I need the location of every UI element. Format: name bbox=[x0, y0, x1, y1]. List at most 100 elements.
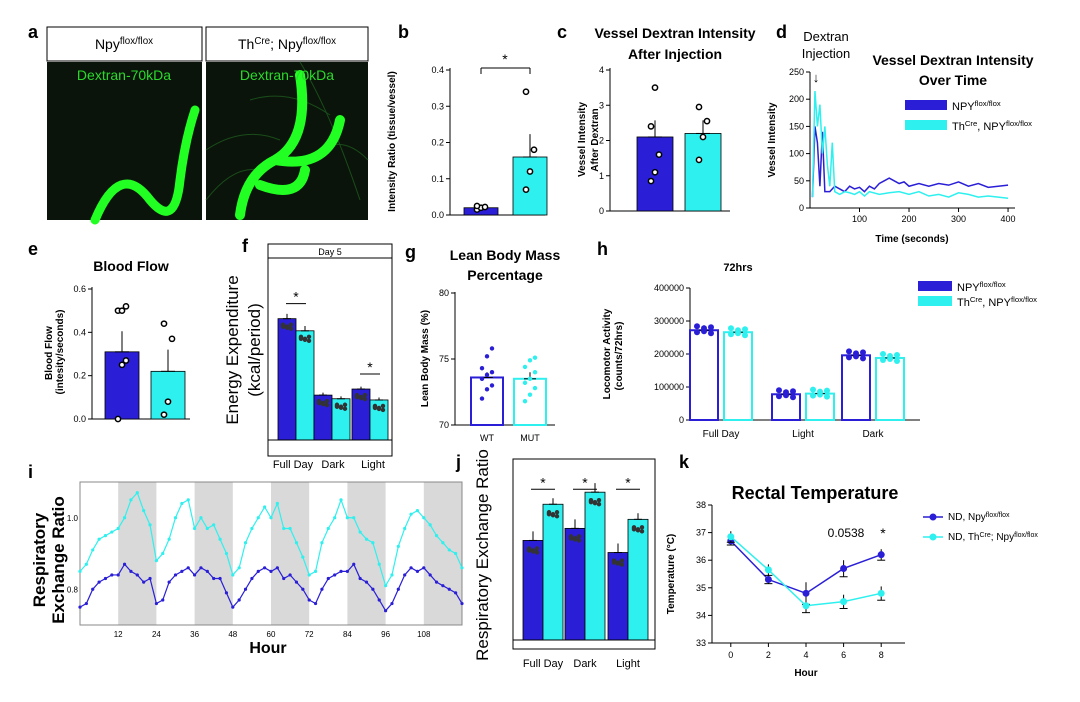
point-i bbox=[97, 537, 101, 541]
panel-g-ylabel: Lean Body Mass (%) bbox=[420, 310, 431, 407]
point-k bbox=[877, 589, 885, 597]
xcat-h: Light bbox=[792, 429, 814, 440]
point-i bbox=[454, 591, 458, 595]
panel-letter-h: h bbox=[597, 239, 608, 259]
panel-letter-k: k bbox=[679, 452, 690, 472]
point-h bbox=[694, 323, 700, 330]
point-g bbox=[522, 380, 528, 385]
point-i bbox=[396, 587, 400, 591]
superscript: flox/flox bbox=[1006, 119, 1032, 128]
superscript: Cre bbox=[254, 36, 270, 47]
point-e bbox=[114, 415, 122, 423]
point-c bbox=[651, 168, 659, 176]
point-i bbox=[313, 601, 318, 606]
point-i bbox=[154, 601, 158, 606]
point-i bbox=[129, 569, 133, 573]
point-f bbox=[362, 392, 368, 398]
point-i bbox=[326, 576, 330, 581]
ylabel-f-1: Energy Expenditure bbox=[223, 275, 242, 424]
point-i bbox=[352, 516, 356, 520]
point-i bbox=[415, 569, 420, 573]
xcat-f: Dark bbox=[321, 459, 345, 471]
point-f bbox=[320, 401, 326, 407]
point-i bbox=[129, 498, 133, 502]
point-i bbox=[78, 605, 82, 609]
point-h bbox=[810, 392, 816, 399]
x-tick-label: 300 bbox=[951, 214, 966, 224]
x-tick-label: 2 bbox=[766, 650, 771, 660]
xlabel-d: Time (seconds) bbox=[875, 234, 948, 245]
image-text-left: Dextran-70kDa bbox=[77, 67, 171, 83]
point-i bbox=[301, 587, 305, 591]
point-k bbox=[840, 564, 848, 572]
point-b bbox=[530, 146, 538, 154]
frame-i bbox=[79, 481, 463, 626]
label-box-right bbox=[205, 26, 369, 62]
x-tick-label: 108 bbox=[417, 630, 431, 639]
annotation-k: 0.0538 bbox=[828, 526, 865, 540]
point-h bbox=[880, 356, 886, 363]
y-tick-label: 3 bbox=[599, 100, 604, 110]
text-span: NPY bbox=[957, 282, 980, 294]
legend-label-d-0: NPYflox/flox bbox=[952, 99, 1001, 114]
point-i bbox=[91, 548, 95, 552]
point-h bbox=[790, 394, 796, 401]
point-e bbox=[160, 411, 168, 419]
bar-h bbox=[689, 329, 719, 421]
point-j bbox=[576, 538, 582, 543]
point-i bbox=[415, 509, 420, 513]
point-i bbox=[339, 569, 343, 573]
cell-outline bbox=[299, 61, 361, 201]
point-k bbox=[802, 589, 810, 597]
point-i bbox=[180, 569, 184, 573]
text-span: ND, Npy bbox=[948, 512, 986, 523]
sig-star-f: * bbox=[293, 289, 299, 305]
superscript: flox/flox bbox=[980, 280, 1006, 289]
y-tick-label: 33 bbox=[696, 638, 706, 648]
point-j bbox=[546, 512, 552, 517]
bar-g-1 bbox=[513, 377, 547, 426]
genotype-label-right: ThCre; Npyflox/flox bbox=[238, 36, 336, 53]
dark-phase-shade bbox=[118, 482, 157, 625]
sig-star-j: * bbox=[540, 474, 546, 490]
point-i bbox=[180, 501, 184, 506]
point-h bbox=[817, 388, 823, 395]
x-tick-label: 48 bbox=[228, 630, 237, 639]
point-f bbox=[380, 407, 386, 413]
bar-h bbox=[841, 354, 871, 422]
point-i bbox=[263, 505, 267, 509]
point-i bbox=[460, 566, 464, 570]
panel-letter-d: d bbox=[776, 22, 787, 42]
bar-b-1 bbox=[512, 156, 548, 216]
point-i bbox=[231, 605, 235, 609]
point-i bbox=[345, 516, 349, 520]
point-i bbox=[282, 576, 286, 581]
point-g bbox=[489, 370, 495, 375]
point-k bbox=[764, 566, 772, 574]
ylabel-h-2: (counts/72hrs) bbox=[614, 322, 625, 391]
title-g-2: Percentage bbox=[467, 267, 543, 283]
ylabel-i-2: Exchange Ratio bbox=[49, 496, 68, 624]
point-g bbox=[484, 354, 490, 359]
point-i bbox=[148, 576, 152, 581]
point-f bbox=[324, 398, 330, 404]
text-span: Th bbox=[957, 297, 970, 309]
point-c bbox=[651, 84, 659, 91]
bar-g-0 bbox=[470, 376, 504, 427]
bar-j bbox=[522, 540, 544, 641]
legend-swatch bbox=[905, 100, 947, 110]
point-i bbox=[154, 559, 158, 563]
point-j bbox=[554, 514, 560, 519]
point-i bbox=[161, 598, 165, 602]
sig-star-k: * bbox=[880, 525, 886, 541]
legend-swatch bbox=[905, 120, 947, 130]
dark-phase-shade bbox=[347, 482, 386, 625]
bar-j bbox=[584, 491, 606, 641]
point-i bbox=[256, 569, 260, 573]
ylabel-i-1: Respiratory bbox=[30, 512, 49, 607]
y-tick-label: 80 bbox=[439, 288, 449, 298]
panel-letter-e: e bbox=[28, 239, 38, 259]
point-i bbox=[122, 562, 127, 566]
point-i bbox=[454, 551, 458, 556]
panel-letter-i: i bbox=[28, 462, 33, 482]
